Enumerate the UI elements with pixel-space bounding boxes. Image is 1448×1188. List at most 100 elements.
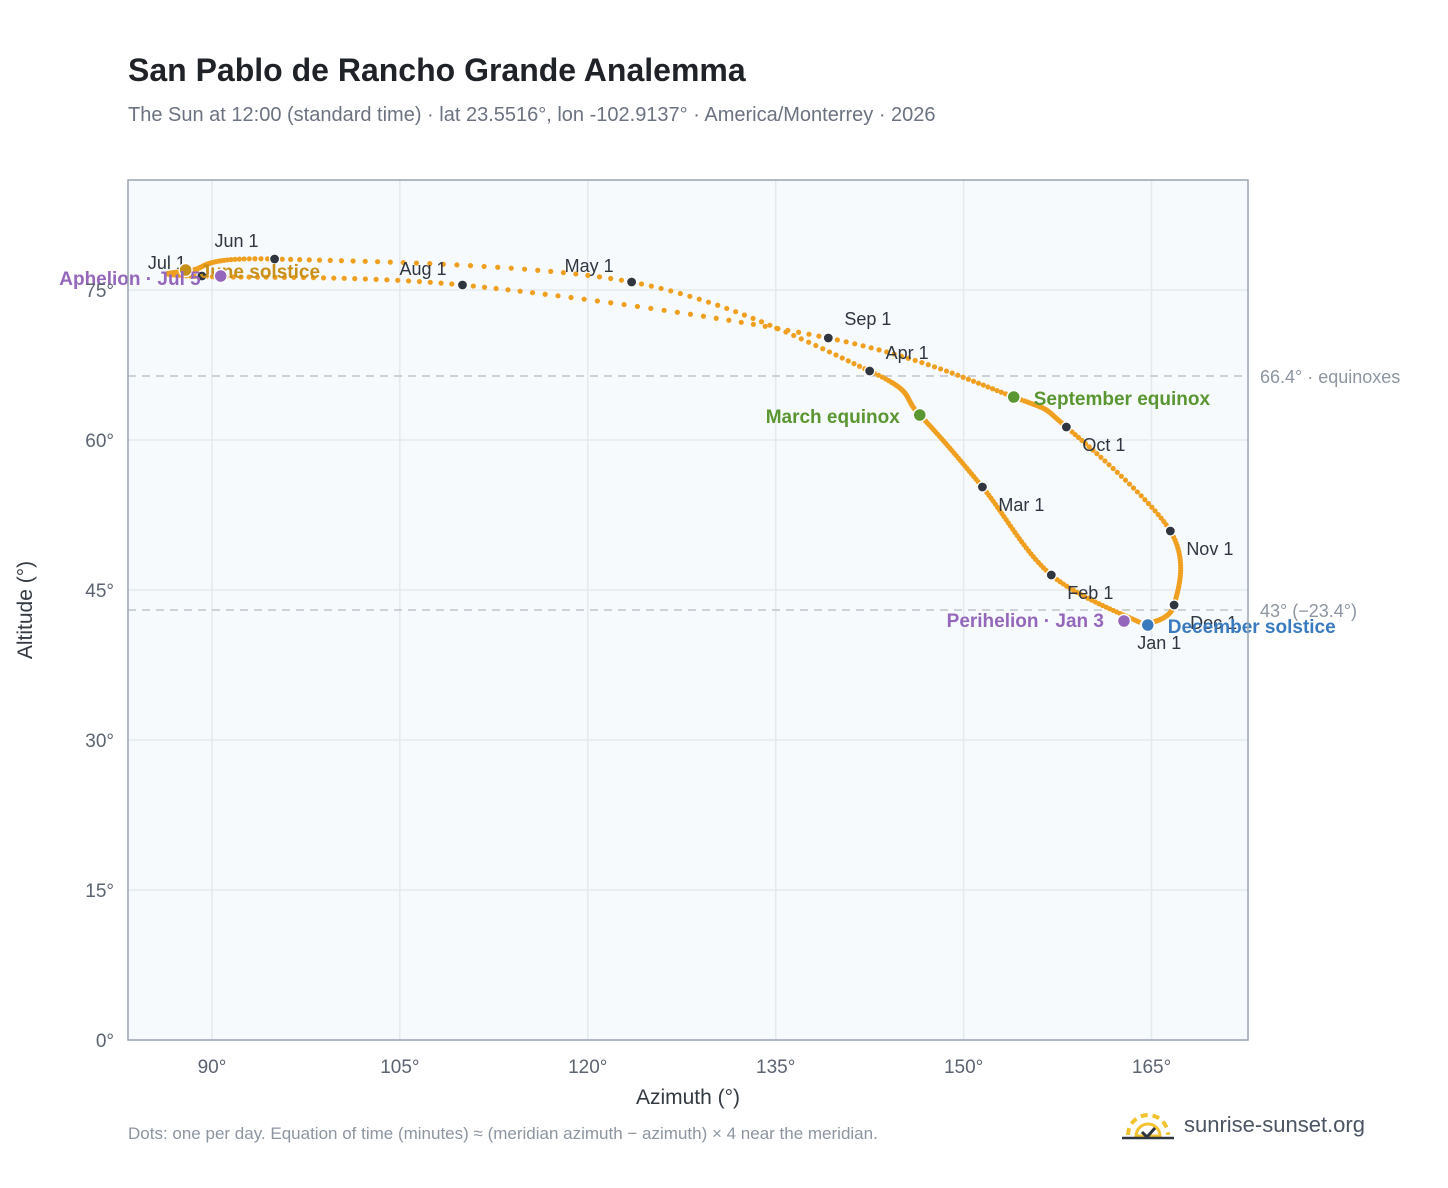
daily-dot [521, 266, 528, 272]
daily-dot [813, 342, 819, 349]
daily-dot [798, 336, 804, 342]
daily-dot [1142, 497, 1148, 503]
daily-dot [1079, 437, 1085, 443]
daily-dot [852, 341, 858, 347]
daily-dot [634, 303, 641, 310]
daily-dot [931, 364, 938, 370]
daily-dot [1134, 489, 1140, 495]
daily-dot [581, 296, 587, 302]
month-label: May 1 [565, 256, 614, 276]
daily-dot [1122, 477, 1129, 483]
daily-dot [470, 283, 476, 289]
daily-dot [998, 389, 1004, 395]
daily-dot [467, 263, 474, 269]
daily-dot [1082, 440, 1089, 447]
daily-dot [975, 380, 982, 386]
daily-dot [300, 274, 307, 281]
daily-dot [608, 275, 614, 282]
daily-dot [912, 357, 918, 364]
y-tick-label: 45° [85, 581, 114, 602]
daily-dot [405, 278, 412, 284]
daily-dot [791, 332, 797, 339]
y-tick-label: 15° [85, 881, 114, 902]
daily-dot [362, 276, 368, 282]
daily-dot [252, 256, 258, 262]
daily-dot [905, 355, 911, 361]
daily-dot [1126, 481, 1133, 487]
daily-dot [236, 256, 242, 262]
daily-dot [1106, 462, 1112, 468]
daily-dot [994, 387, 1000, 394]
daily-dot [291, 274, 297, 281]
event-marker [1140, 617, 1156, 633]
daily-dot [1102, 458, 1108, 464]
reference-line-label: 43° (−23.4°) [1260, 601, 1357, 621]
daily-dot [454, 262, 460, 268]
daily-dot [306, 257, 312, 263]
daily-dot [395, 277, 401, 283]
month-marker [1045, 569, 1057, 581]
brand[interactable]: sunrise-sunset.org [1120, 1100, 1365, 1150]
daily-dot [949, 370, 955, 376]
daily-dot [833, 352, 839, 358]
daily-dot [1145, 500, 1152, 507]
daily-dot [980, 382, 986, 388]
daily-dot [327, 257, 333, 263]
month-label: Dec 1 [1190, 613, 1237, 633]
daily-dot [638, 281, 645, 287]
daily-dot [238, 274, 244, 280]
daily-dot [919, 359, 925, 366]
daily-dot [1086, 444, 1092, 450]
daily-dot [884, 349, 890, 355]
daily-dot [705, 299, 712, 305]
daily-dot [542, 291, 548, 297]
daily-dot [955, 372, 961, 378]
event-markers: March equinox September equinox June solst… [59, 262, 1335, 638]
daily-dot [232, 256, 238, 262]
daily-dot [785, 327, 791, 333]
month-marker [864, 365, 876, 377]
daily-dot [1118, 473, 1124, 479]
daily-dot [258, 256, 264, 262]
daily-dot [868, 345, 874, 351]
daily-dot [230, 274, 236, 280]
event-label: June solstice [200, 262, 320, 283]
y-tick-label: 60° [85, 431, 114, 452]
daily-dot [758, 319, 765, 325]
y-tick-label: 30° [85, 731, 114, 752]
daily-dot [674, 309, 680, 315]
month-label: Jun 1 [215, 231, 259, 251]
daily-dot [925, 362, 931, 368]
daily-dot [985, 384, 991, 390]
daily-dot [989, 386, 996, 392]
month-marker [456, 279, 469, 291]
sun-logo-icon [1122, 1113, 1174, 1140]
daily-dot [263, 274, 269, 280]
daily-dot [687, 293, 693, 299]
x-tick-label: 120° [568, 1057, 607, 1078]
footnote: Dots: one per day. Equation of time (min… [128, 1124, 878, 1143]
daily-dot [1155, 511, 1161, 518]
daily-dot [1152, 508, 1158, 514]
daily-dot [535, 267, 541, 273]
y-axis-label: Altitude (°) [14, 561, 37, 659]
daily-dot [416, 278, 423, 285]
y-tick-label: 75° [85, 281, 114, 302]
daily-dot [517, 288, 523, 294]
daily-dot [508, 265, 514, 271]
event-label: Aphelion · Jul 5 [59, 269, 201, 290]
event-marker [912, 407, 928, 423]
month-label: Jul 1 [148, 253, 186, 273]
daily-dot [568, 294, 574, 301]
reference-line-label: 66.4° · equinoxes [1260, 367, 1400, 387]
daily-dot [658, 285, 664, 292]
daily-dot [648, 283, 654, 289]
daily-dot [560, 270, 567, 276]
daily-dot [427, 279, 433, 285]
daily-dot [1149, 504, 1155, 510]
daily-dot [762, 323, 768, 329]
month-marker [268, 253, 281, 265]
daily-dot [413, 260, 420, 266]
daily-dot [677, 290, 683, 297]
